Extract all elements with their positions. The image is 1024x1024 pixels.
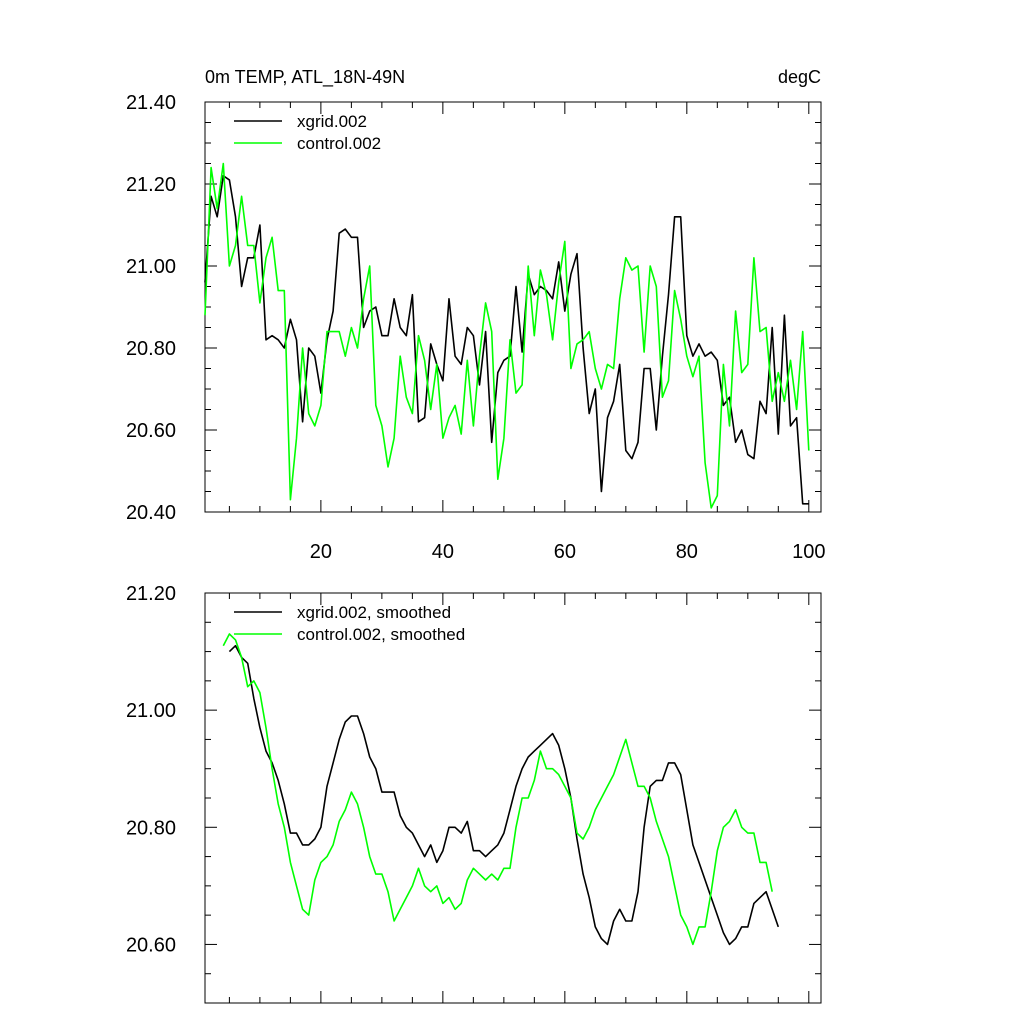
x-tick-label: 20 (310, 541, 332, 563)
y-tick-label: 20.80 (126, 338, 176, 360)
legend-label: xgrid.002, smoothed (297, 603, 451, 622)
y-tick-label: 20.40 (126, 502, 176, 524)
plot-units-label: degC (778, 67, 821, 87)
y-tick-label: 20.80 (126, 817, 176, 839)
y-tick-label: 20.60 (126, 934, 176, 956)
y-tick-label: 21.20 (126, 174, 176, 196)
bottom-panel: 20.60 20.80 21.00 21.20 xgrid.002, smoothed c… (126, 583, 822, 1004)
x-tick-label: 40 (432, 541, 454, 563)
series-line-xgrid (228, 644, 780, 946)
legend-label: control.002, smoothed (297, 625, 465, 644)
y-tick-label: 21.00 (126, 700, 176, 722)
series-line-control (204, 162, 810, 509)
x-tick-label: 60 (554, 541, 576, 563)
series-line-control (222, 633, 773, 946)
plot-title-left: 0m TEMP, ATL_18N-49N (205, 67, 405, 88)
x-tick-label: 100 (792, 541, 825, 563)
y-tick-label: 21.00 (126, 256, 176, 278)
legend-label: xgrid.002 (297, 112, 367, 131)
x-tick-label: 80 (676, 541, 698, 563)
y-tick-label: 20.60 (126, 420, 176, 442)
y-tick-label: 21.40 (126, 92, 176, 114)
top-panel: 20 40 60 80 100 20.40 20.60 20.80 21.00 21.20 21.4… (126, 92, 826, 563)
y-tick-label: 21.20 (126, 583, 176, 605)
legend-label: control.002 (297, 134, 381, 153)
